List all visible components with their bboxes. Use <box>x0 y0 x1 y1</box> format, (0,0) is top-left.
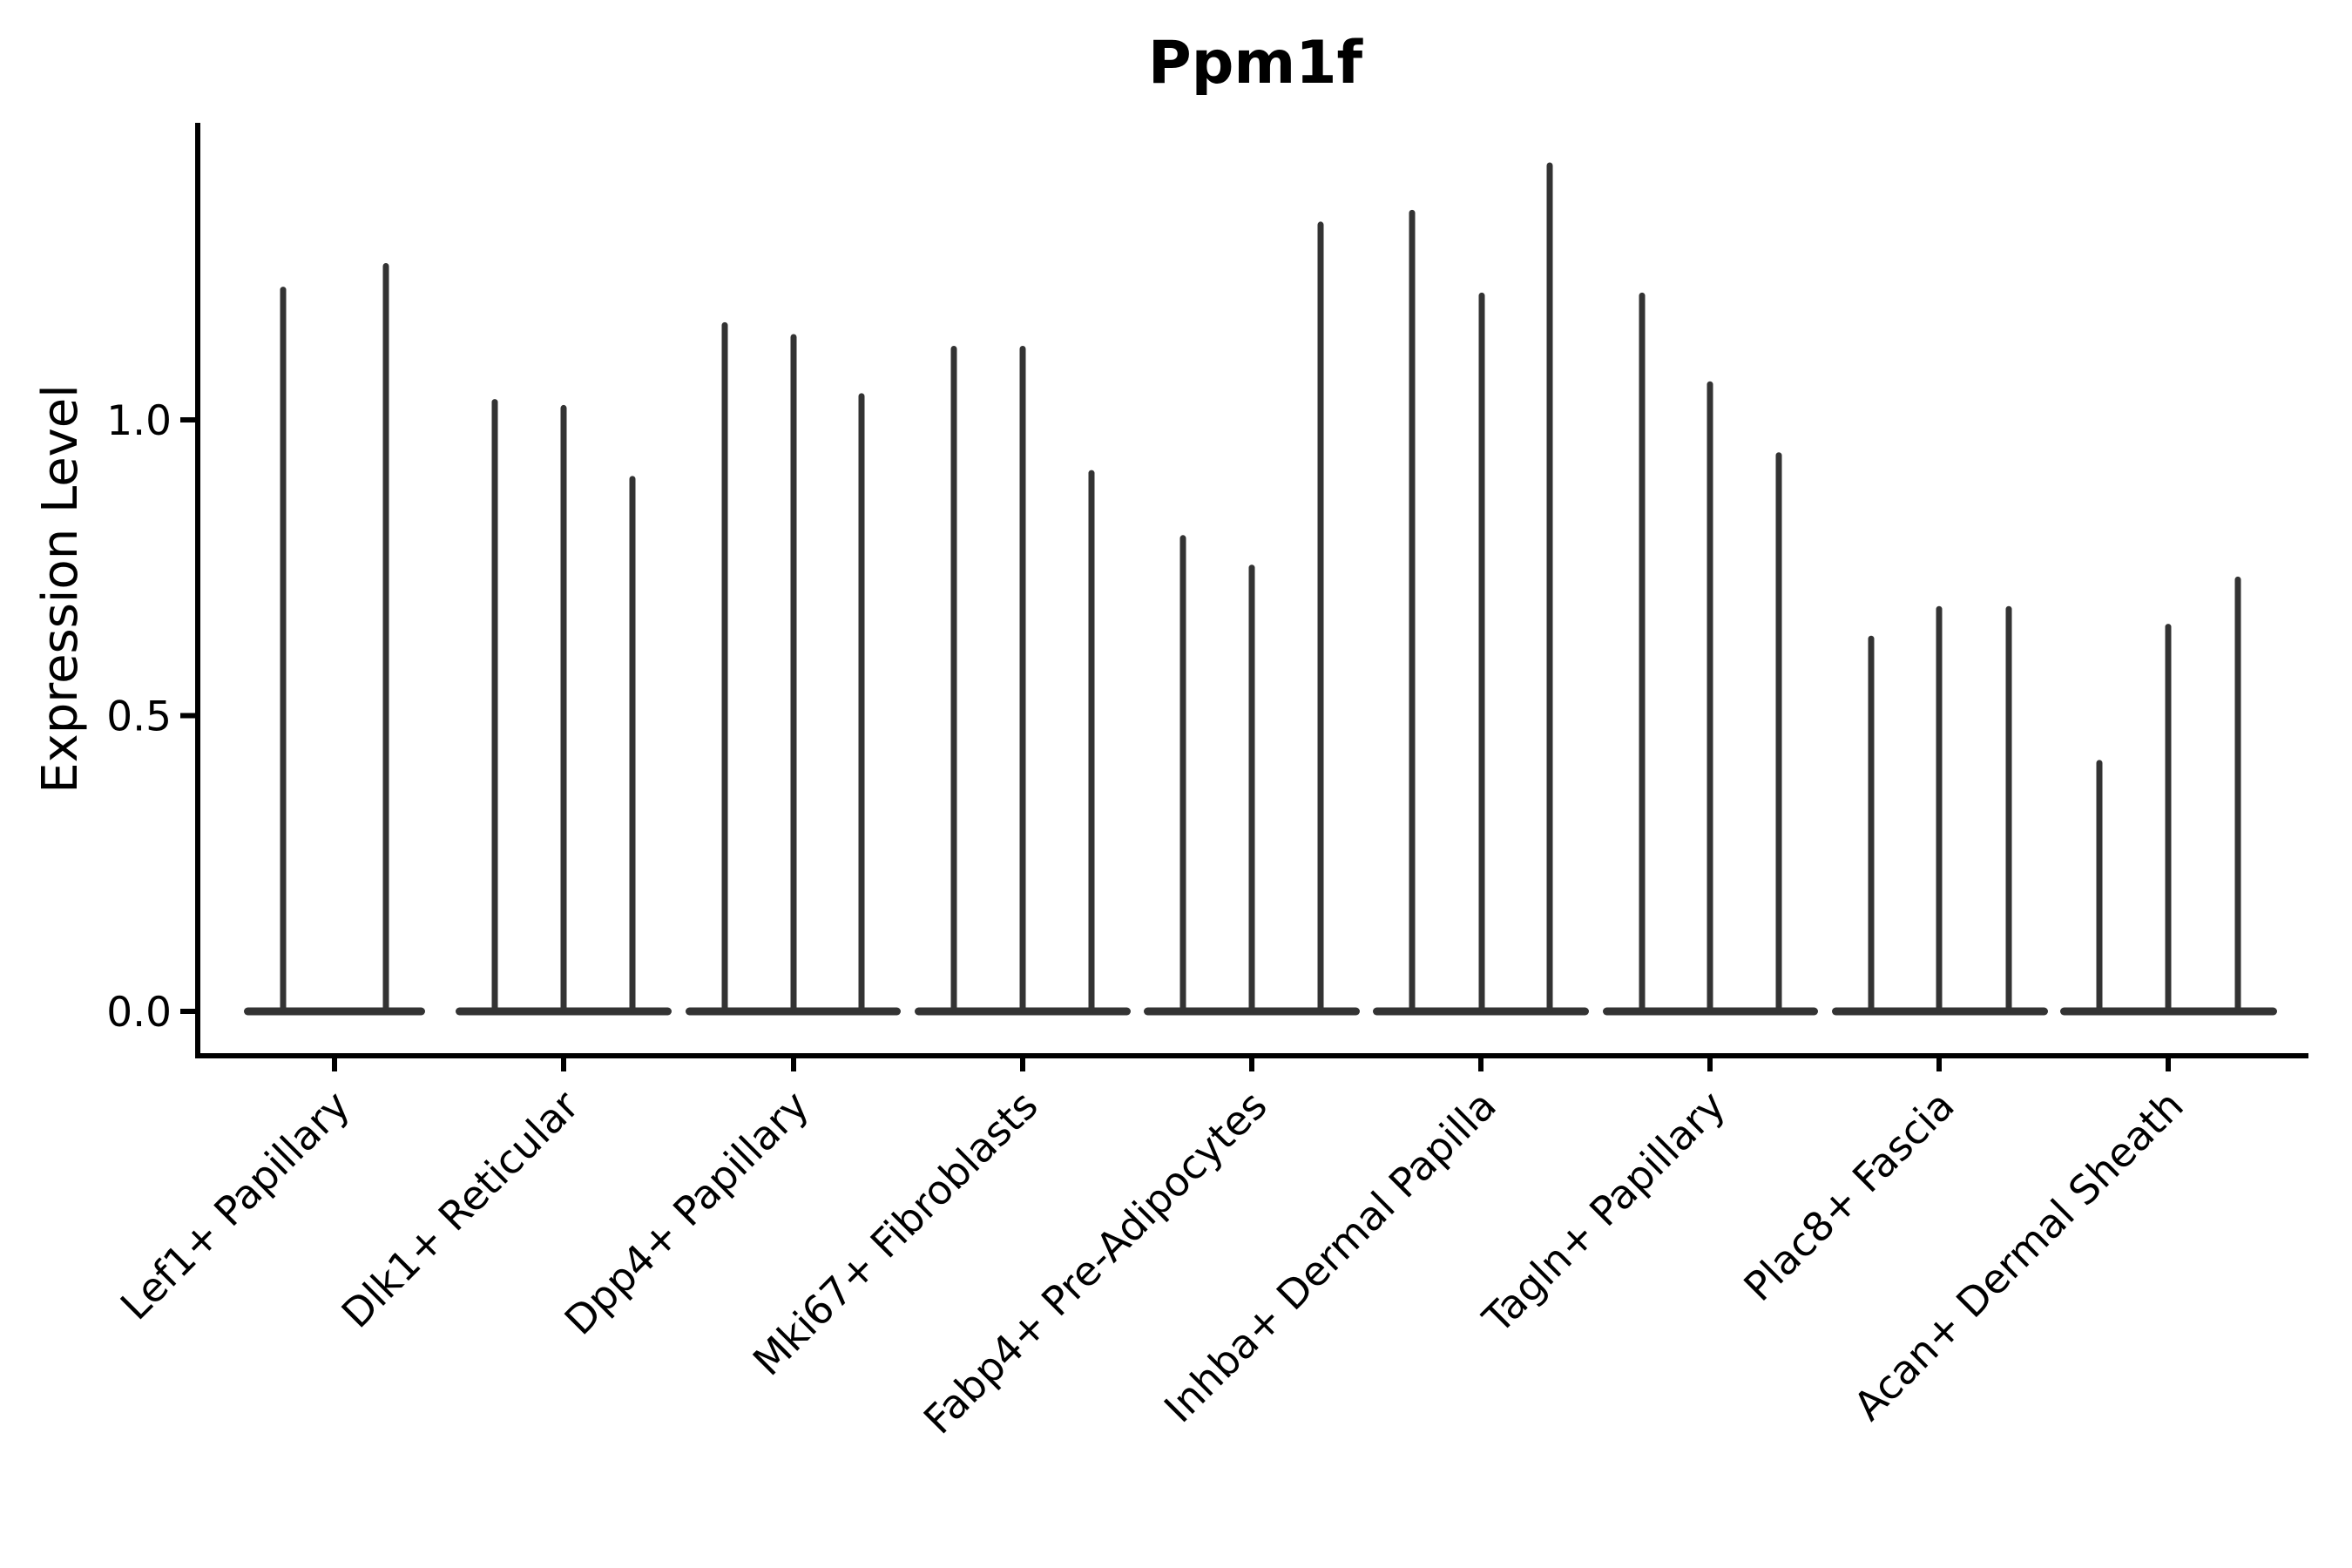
x-tick-label: Plac8+ Fascia <box>1734 1082 1963 1310</box>
y-tick-label: 0.5 <box>106 693 172 741</box>
y-tick-label: 1.0 <box>106 397 172 445</box>
chart-title: Ppm1f <box>1148 29 1364 98</box>
x-tick-label: Tagln+ Papillary <box>1473 1082 1734 1343</box>
x-tick-label: Lef1+ Papillary <box>112 1082 359 1329</box>
y-ticks: 0.0 0.5 1.0 <box>106 397 198 1037</box>
violin-base <box>244 1007 425 1016</box>
violins <box>244 162 2277 1016</box>
y-axis-label: Expression Level <box>32 384 89 794</box>
x-tick-label: Dlk1+ Reticular <box>333 1082 588 1337</box>
y-tick-label: 0.0 <box>106 989 172 1037</box>
x-tick-label: Dpp4+ Papillary <box>556 1082 818 1344</box>
